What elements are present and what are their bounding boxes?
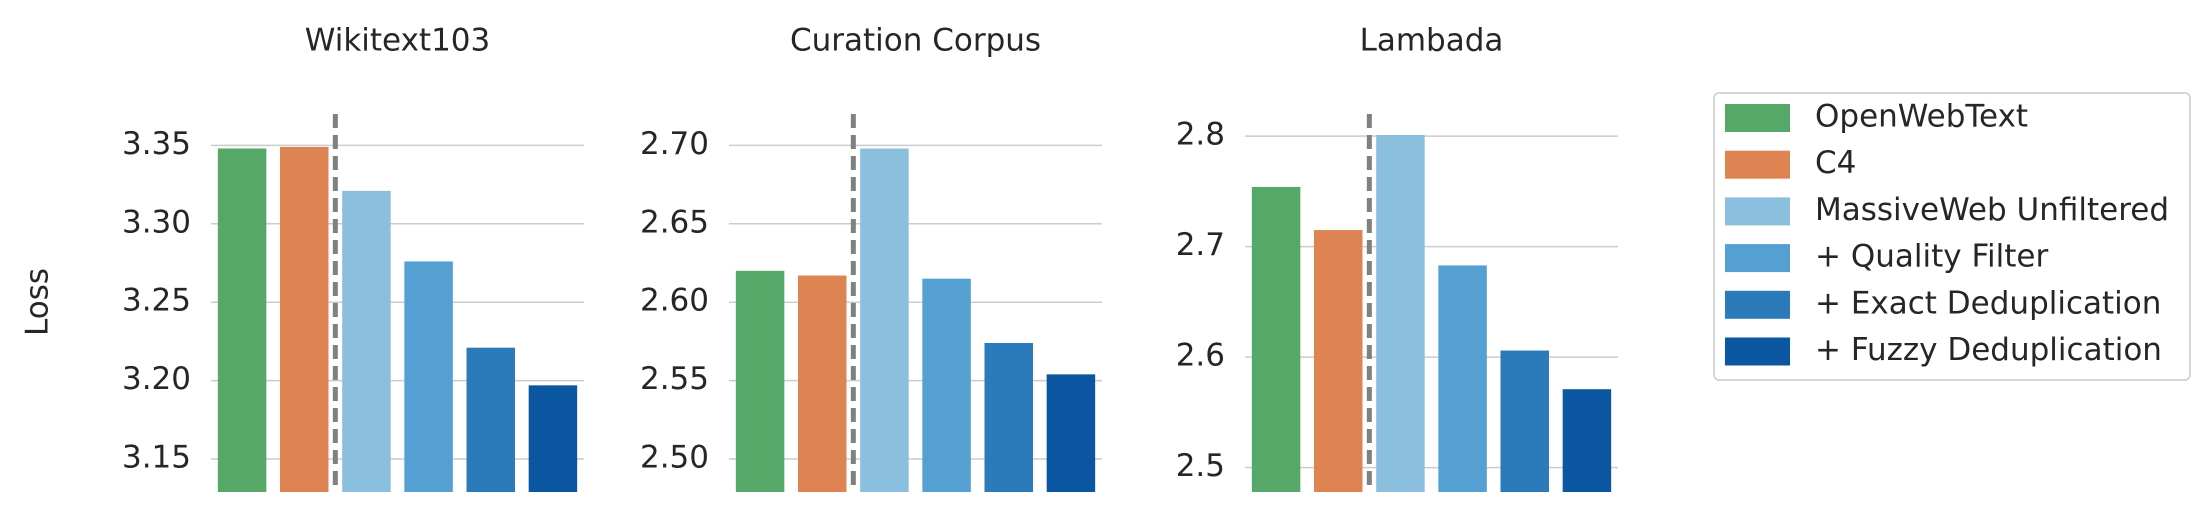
bar [735,270,785,492]
y-axis-label: Loss [20,268,56,336]
legend-swatch [1725,337,1790,366]
y-tick-label: 2.60 [640,283,709,319]
y-tick-label: 3.20 [122,361,191,397]
y-tick-label: 3.35 [122,126,191,162]
panel-title: Curation Corpus [790,23,1041,59]
bar [1251,186,1301,492]
y-tick-label: 2.70 [640,126,709,162]
bar [860,148,909,492]
bar [404,261,453,492]
bar [798,275,847,492]
bar [280,146,329,493]
y-tick-label: 2.55 [640,361,709,397]
y-tick-label: 3.30 [122,204,191,240]
legend-label: MassiveWeb Unfiltered [1815,192,2169,228]
bar [1562,389,1612,492]
legend-label: + Fuzzy Deduplication [1815,332,2162,368]
y-tick-label: 2.8 [1176,117,1225,153]
legend-swatch [1725,290,1790,319]
y-tick-label: 2.50 [640,440,709,476]
legend-label: C4 [1815,145,1856,181]
legend-box [1713,92,2191,381]
legend-swatch [1725,244,1790,273]
panel-title: Wikitext103 [305,23,491,59]
bar [528,385,578,492]
legend-swatch [1725,197,1790,226]
bar [342,190,391,492]
bar [1500,350,1549,492]
panel-title: Lambada [1360,23,1504,59]
y-tick-label: 2.65 [640,204,709,240]
y-tick-label: 3.25 [122,283,191,319]
y-tick-label: 2.7 [1176,227,1225,263]
legend-swatch [1725,150,1790,179]
y-tick-label: 3.15 [122,440,191,476]
bar [984,342,1033,492]
legend-label: + Quality Filter [1815,239,2048,275]
bar [466,347,515,492]
bar [1438,265,1487,492]
y-tick-label: 2.5 [1176,448,1225,484]
legend-label: OpenWebText [1815,99,2028,135]
y-tick-label: 2.6 [1176,338,1225,374]
bar [1314,230,1363,493]
bar [1376,135,1425,492]
bar [922,278,971,492]
bar [217,148,267,492]
legend-swatch [1725,104,1790,132]
legend-label: + Exact Deduplication [1815,285,2161,321]
bar [1046,374,1096,492]
